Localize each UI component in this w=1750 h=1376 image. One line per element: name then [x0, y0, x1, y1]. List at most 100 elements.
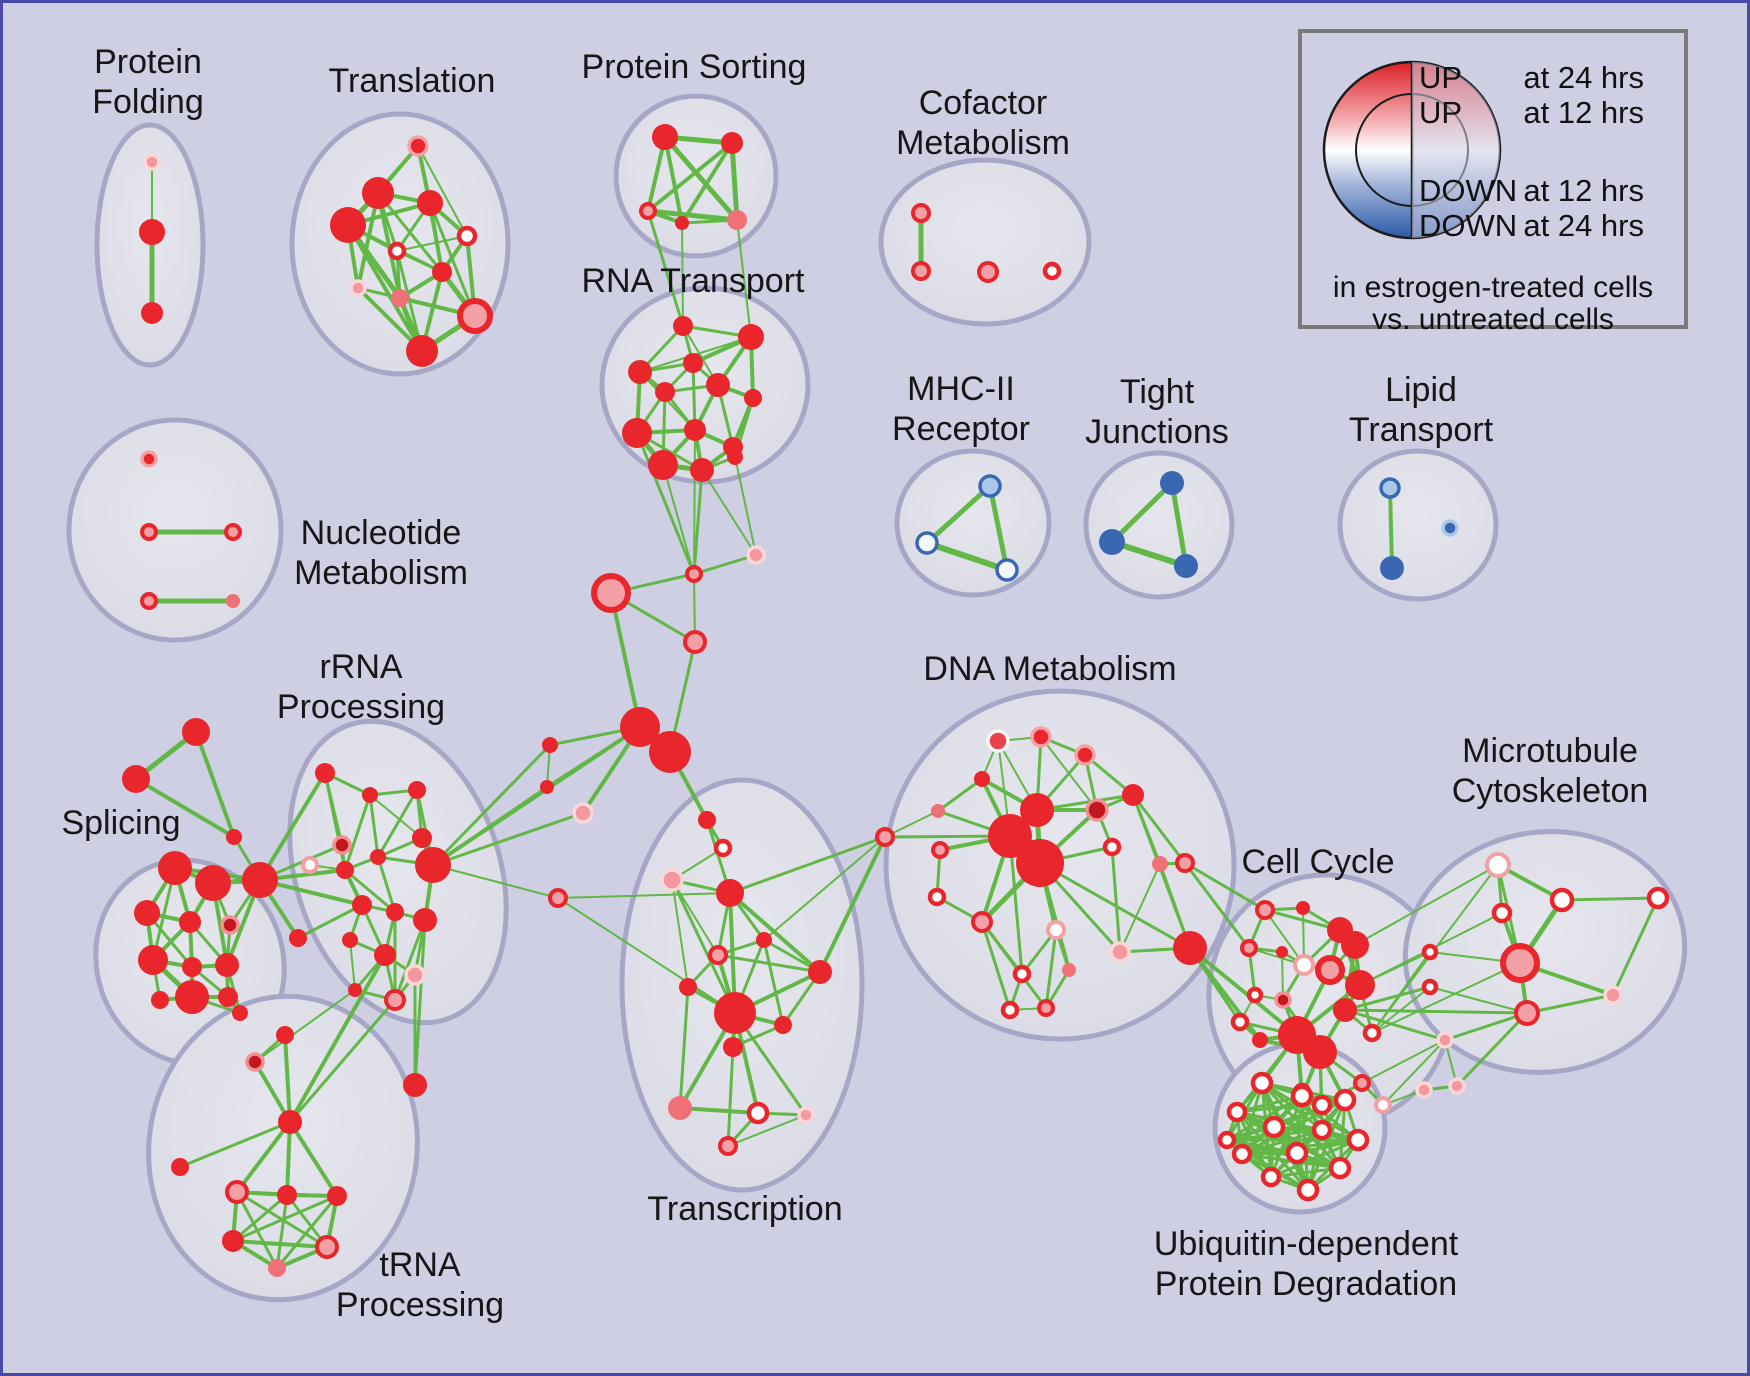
network-edge	[432, 864, 559, 899]
network-edge	[671, 879, 689, 988]
network-edge	[343, 868, 397, 914]
network-node-cell-cycle	[1276, 946, 1288, 958]
network-node-translation	[456, 225, 478, 247]
network-edge	[678, 1106, 760, 1115]
cluster-label-lipid-transport: Lipid	[1385, 371, 1457, 409]
network-node-rrna-processing	[408, 781, 426, 799]
network-node-splicing	[179, 911, 201, 933]
network-node-mhc-ii-receptor	[978, 474, 1002, 498]
cluster-label-rrna-processing: Processing	[277, 688, 445, 726]
network-node-nucleotide-metabolism	[226, 594, 240, 608]
network-node-microtubule-cytoskeleton	[1603, 985, 1623, 1005]
network-edge	[646, 141, 734, 213]
network-node-protein-sorting	[721, 132, 743, 154]
network-node-rrna-processing	[370, 849, 386, 865]
cluster-label-trna-processing: tRNA	[379, 1246, 461, 1284]
network-node-rrna-processing	[413, 908, 437, 932]
network-node-dna-metabolism	[974, 771, 990, 787]
network-node-cell-cycle	[1175, 853, 1195, 873]
network-edge	[646, 209, 685, 328]
network-edge	[692, 468, 704, 576]
network-node-ubiquitin-degradation	[1285, 1141, 1309, 1165]
network-edge	[818, 835, 887, 974]
network-edge	[680, 141, 734, 225]
network-edge	[1240, 1128, 1324, 1156]
network-node-dna-metabolism	[1030, 726, 1052, 748]
network-node-microtubule-cytoskeleton	[1491, 902, 1513, 924]
cluster-label-translation: Translation	[329, 62, 496, 100]
network-node-rna-transport	[673, 316, 693, 336]
network-node-trna-processing	[268, 1259, 286, 1277]
network-node-cell-cycle	[1362, 1023, 1382, 1043]
network-edge	[376, 191, 444, 274]
network-edge	[670, 878, 737, 1015]
network-node-splicing	[151, 991, 169, 1009]
network-edge	[662, 134, 740, 223]
network-edge	[288, 998, 397, 1124]
network-edge	[283, 1033, 292, 1124]
network-node-tight-junctions	[1160, 471, 1184, 495]
network-edge	[275, 1193, 289, 1270]
network-edge	[178, 1120, 292, 1169]
network-edge	[285, 1120, 292, 1197]
network-node-transcription	[723, 1037, 743, 1057]
cluster-label-protein-sorting: Protein Sorting	[582, 48, 807, 86]
network-edge	[681, 222, 684, 327]
network-edge	[924, 540, 1010, 573]
network-node-splicing	[218, 987, 238, 1007]
network-edge	[1611, 896, 1660, 997]
network-edge	[557, 897, 736, 1014]
network-edge	[678, 985, 690, 1110]
network-node-open-space	[713, 838, 733, 858]
network-edge	[1131, 793, 1187, 865]
network-edge	[692, 553, 758, 576]
network-node-open-space	[542, 737, 558, 753]
network-node-open-space	[685, 565, 703, 583]
legend-caption: vs. untreated cells	[1372, 303, 1614, 336]
network-node-protein-folding	[141, 302, 163, 324]
legend-time-label: at 24 hrs	[1523, 60, 1644, 95]
network-node-transcription	[548, 888, 568, 908]
network-edge	[396, 235, 468, 252]
legend-time-label: at 12 hrs	[1523, 173, 1644, 208]
network-edge	[1443, 1011, 1529, 1042]
network-node-transcription	[746, 1101, 770, 1125]
network-edge	[1361, 1039, 1446, 1084]
legend-direction-label: DOWN	[1419, 208, 1517, 243]
network-node-lipid-transport	[1379, 477, 1401, 499]
network-node-translation	[362, 177, 394, 209]
network-node-open-space	[122, 765, 150, 793]
network-edge	[431, 785, 549, 867]
cluster-ellipse-rrna-processing	[287, 718, 509, 1026]
network-node-dna-metabolism	[1102, 837, 1122, 857]
network-node-cell-cycle	[1353, 1074, 1371, 1092]
network-node-ubiquitin-degradation	[1333, 1088, 1357, 1112]
network-node-cell-cycle	[1303, 1035, 1337, 1069]
network-node-rrna-processing	[352, 895, 372, 915]
network-node-microtubule-cytoskeleton	[1514, 1000, 1540, 1026]
network-node-ubiquitin-degradation	[1311, 1119, 1333, 1141]
cluster-label-splicing: Splicing	[61, 804, 180, 842]
network-node-open-space	[649, 731, 691, 773]
network-node-rna-transport	[622, 418, 652, 448]
cluster-label-lipid-transport: Transport	[1349, 411, 1494, 449]
network-edge	[288, 1120, 339, 1198]
cluster-label-nucleotide-metabolism: Metabolism	[294, 554, 468, 592]
network-node-ubiquitin-degradation	[1231, 1143, 1253, 1165]
network-edge	[736, 219, 752, 338]
network-node-ubiquitin-degradation	[1296, 1178, 1320, 1202]
network-node-dna-metabolism	[1016, 839, 1064, 887]
network-node-transcription	[708, 945, 728, 965]
network-node-mhc-ii-receptor	[915, 531, 939, 555]
network-node-dna-metabolism	[1085, 798, 1109, 822]
cluster-label-ubiquitin-degradation: Protein Degradation	[1155, 1265, 1457, 1303]
network-node-dna-metabolism	[1012, 964, 1032, 984]
network-edge	[1429, 986, 1528, 1014]
cluster-label-protein-folding: Protein	[94, 43, 202, 81]
network-node-dna-metabolism	[1152, 856, 1168, 872]
network-node-dna-metabolism	[1020, 793, 1054, 827]
network-node-protein-sorting	[675, 216, 689, 230]
network-node-dna-metabolism	[1046, 920, 1066, 940]
network-node-dna-metabolism	[931, 804, 945, 818]
network-node-dna-metabolism	[986, 729, 1010, 753]
